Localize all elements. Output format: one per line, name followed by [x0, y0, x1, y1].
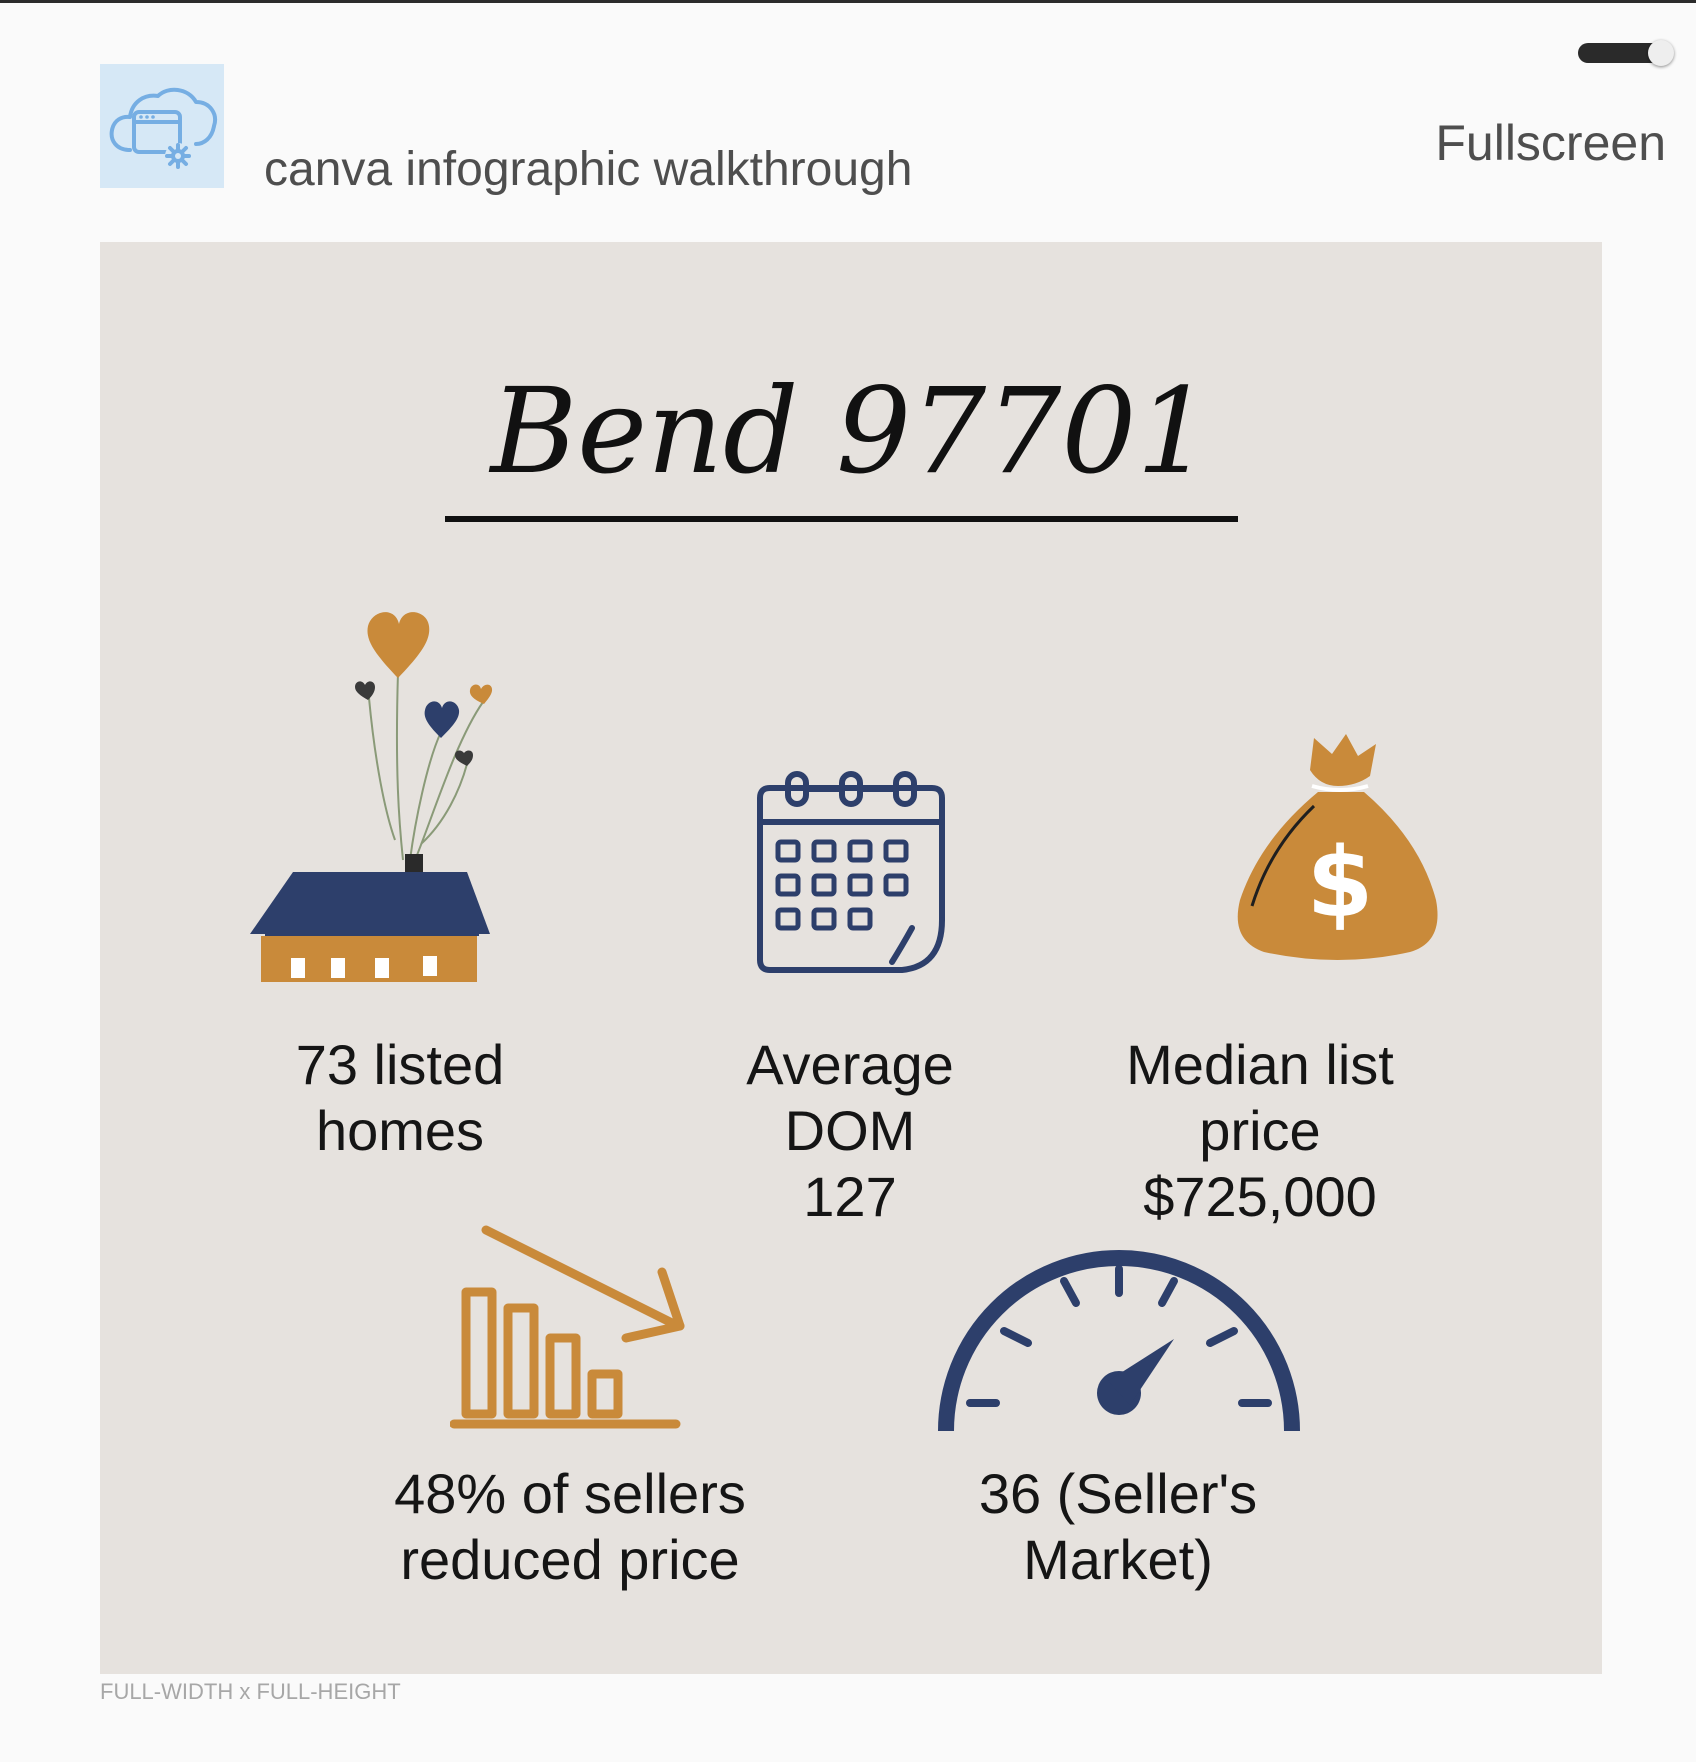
infographic-title: Bend 97701: [490, 362, 1212, 500]
stat-line: Average: [746, 1033, 954, 1096]
stat-line: 36 (Seller's: [978, 1462, 1258, 1525]
infographic-canvas: Bend 97701: [100, 242, 1602, 1674]
display-toggle[interactable]: [1578, 40, 1674, 66]
stat-line: reduced price: [400, 1528, 740, 1591]
cloud-settings-icon[interactable]: [100, 64, 224, 188]
stat-line: $725,000: [1143, 1165, 1377, 1228]
stat-average-dom: Average DOM 127: [700, 1032, 1000, 1230]
stat-line: DOM: [784, 1099, 916, 1162]
declining-bar-chart-icon: [450, 1224, 700, 1436]
toggle-knob[interactable]: [1648, 40, 1674, 66]
fullscreen-button[interactable]: Fullscreen: [1435, 115, 1666, 171]
money-bag-icon: $: [1230, 730, 1446, 980]
stat-market-index: 36 (Seller's Market): [928, 1461, 1308, 1593]
toggle-track: [1578, 43, 1664, 63]
stat-line: 48% of sellers: [394, 1462, 746, 1525]
app-title: canva infographic walkthrough: [264, 143, 913, 196]
title-underline: [445, 516, 1238, 522]
stat-line: 73 listed: [295, 1033, 505, 1096]
stat-line: 127: [803, 1165, 897, 1228]
top-border: [0, 0, 1696, 3]
size-label: FULL-WIDTH x FULL-HEIGHT: [100, 1679, 401, 1704]
stat-line: Market): [1023, 1528, 1213, 1591]
stat-price-reductions: 48% of sellers reduced price: [350, 1461, 790, 1593]
house-icon: [245, 592, 535, 982]
stat-line: homes: [315, 1099, 485, 1162]
stat-listed-homes: 73 listed homes: [280, 1032, 520, 1164]
svg-text:$: $: [1307, 827, 1374, 939]
stat-line: Median list: [1126, 1033, 1394, 1096]
speedometer-icon: [938, 1239, 1300, 1443]
stat-median-list-price: Median list price $725,000: [1110, 1032, 1410, 1230]
calendar-icon: [752, 770, 954, 982]
stat-line: price: [1199, 1099, 1321, 1162]
